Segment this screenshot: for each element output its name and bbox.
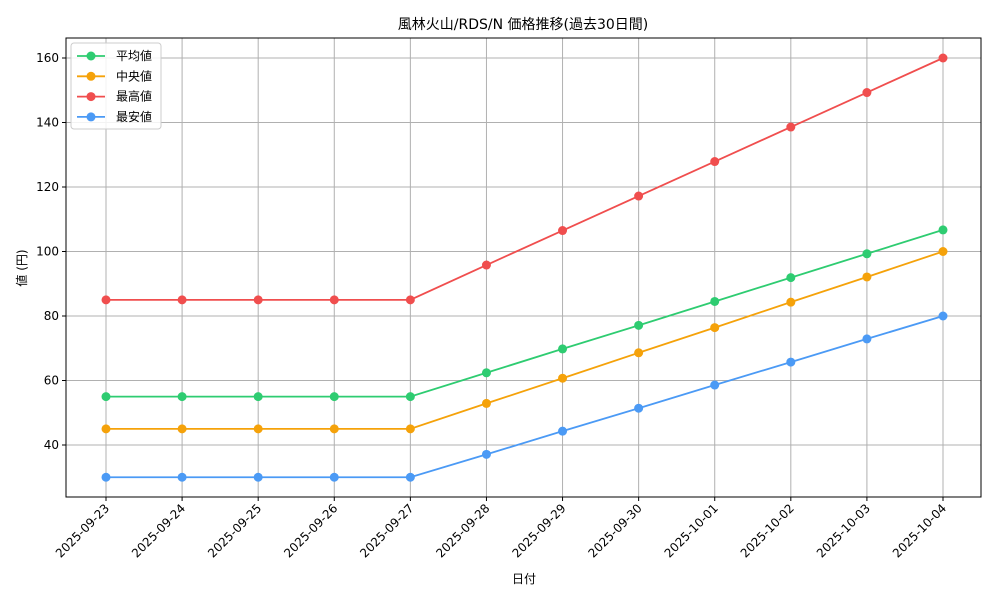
data-point-marker — [558, 373, 568, 383]
data-point-marker — [405, 424, 415, 434]
data-point-marker — [101, 424, 111, 434]
series-path — [106, 229, 944, 398]
data-point-marker — [177, 472, 187, 482]
x-tick-label: 2025-09-27 — [357, 501, 416, 560]
data-point-marker — [329, 392, 339, 402]
data-point-marker — [786, 122, 796, 132]
legend-label: 平均値 — [116, 48, 152, 63]
data-point-marker — [177, 392, 187, 402]
y-tick-label: 80 — [44, 309, 59, 323]
data-point-marker — [177, 424, 187, 434]
x-tick-label: 2025-10-04 — [890, 501, 949, 560]
data-point-marker — [253, 424, 263, 434]
x-tick-label: 2025-09-23 — [53, 501, 112, 560]
legend-marker-icon — [86, 112, 96, 122]
data-point-marker — [329, 472, 339, 482]
x-tick-label: 2025-09-29 — [509, 501, 568, 560]
x-tick-label: 2025-09-28 — [433, 501, 492, 560]
data-point-marker — [938, 53, 948, 63]
plot-area-frame — [65, 37, 982, 498]
legend-item: 平均値 — [77, 48, 152, 63]
data-point-marker — [862, 334, 872, 344]
y-tick-label: 140 — [36, 116, 59, 130]
data-point-marker — [101, 472, 111, 482]
data-point-marker — [329, 295, 339, 305]
x-tick-label: 2025-09-30 — [586, 501, 645, 560]
legend-marker-icon — [86, 71, 96, 81]
x-tick-label: 2025-10-02 — [738, 501, 797, 560]
data-point-marker — [101, 295, 111, 305]
x-tick-label: 2025-09-25 — [205, 501, 264, 560]
legend-marker-icon — [86, 51, 96, 61]
data-point-marker — [253, 295, 263, 305]
data-point-marker — [710, 296, 720, 306]
data-point-marker — [329, 424, 339, 434]
series-layer — [101, 53, 948, 482]
x-axis: 2025-09-23 2025-09-24 2025-09-25 2025-09-26… — [53, 497, 949, 560]
legend-label: 最高値 — [116, 89, 152, 104]
data-point-marker — [558, 426, 568, 436]
data-point-marker — [938, 247, 948, 256]
x-tick-label: 2025-10-03 — [814, 501, 873, 560]
data-point-marker — [938, 311, 948, 321]
series-path — [106, 315, 944, 479]
y-tick-label: 60 — [44, 374, 59, 388]
y-tick-label: 100 — [36, 245, 59, 259]
data-point-marker — [938, 225, 948, 235]
data-point-marker — [405, 392, 415, 402]
data-point-marker — [101, 392, 111, 402]
data-point-marker — [481, 260, 491, 270]
data-point-marker — [634, 348, 644, 358]
data-point-marker — [710, 380, 720, 390]
legend-marker-icon — [86, 92, 96, 102]
y-axis: 40 60 80 100 120 140 160 — [36, 51, 66, 452]
data-point-marker — [558, 226, 568, 236]
data-point-marker — [710, 157, 720, 167]
y-tick-label: 120 — [36, 180, 59, 194]
data-point-marker — [862, 88, 872, 98]
legend-item: 中央値 — [77, 68, 152, 83]
series-line — [101, 225, 948, 402]
series-path — [106, 250, 944, 430]
legend-item: 最安値 — [77, 109, 152, 124]
series-path — [106, 57, 944, 301]
series-line — [101, 53, 948, 305]
data-point-marker — [481, 398, 491, 408]
chart-title: 風林火山/RDS/N 価格推移(過去30日間) — [398, 17, 649, 33]
data-point-marker — [405, 472, 415, 482]
data-point-marker — [481, 368, 491, 378]
legend-label: 最安値 — [116, 109, 152, 124]
legend-item: 最高値 — [77, 89, 152, 104]
data-point-marker — [634, 191, 644, 201]
legend-label: 中央値 — [116, 68, 152, 83]
data-point-marker — [253, 472, 263, 482]
x-axis-label: 日付 — [512, 572, 536, 586]
data-point-marker — [177, 295, 187, 305]
data-point-marker — [634, 403, 644, 413]
y-tick-label: 40 — [44, 438, 59, 452]
data-point-marker — [786, 357, 796, 367]
data-point-marker — [862, 249, 872, 259]
legend-box — [70, 42, 162, 130]
data-point-marker — [786, 273, 796, 283]
data-point-marker — [405, 295, 415, 305]
data-point-marker — [253, 392, 263, 402]
x-tick-label: 2025-10-01 — [662, 501, 721, 560]
data-point-marker — [862, 272, 872, 282]
y-axis-label: 値 (円) — [14, 249, 29, 286]
data-point-marker — [786, 297, 796, 307]
series-line — [101, 247, 948, 434]
x-tick-label: 2025-09-24 — [129, 501, 188, 560]
y-tick-label: 160 — [36, 51, 59, 65]
data-point-marker — [481, 449, 491, 459]
data-point-marker — [558, 344, 568, 354]
data-point-marker — [634, 320, 644, 330]
series-line — [101, 311, 948, 482]
data-point-marker — [710, 323, 720, 333]
x-tick-label: 2025-09-26 — [281, 501, 340, 560]
